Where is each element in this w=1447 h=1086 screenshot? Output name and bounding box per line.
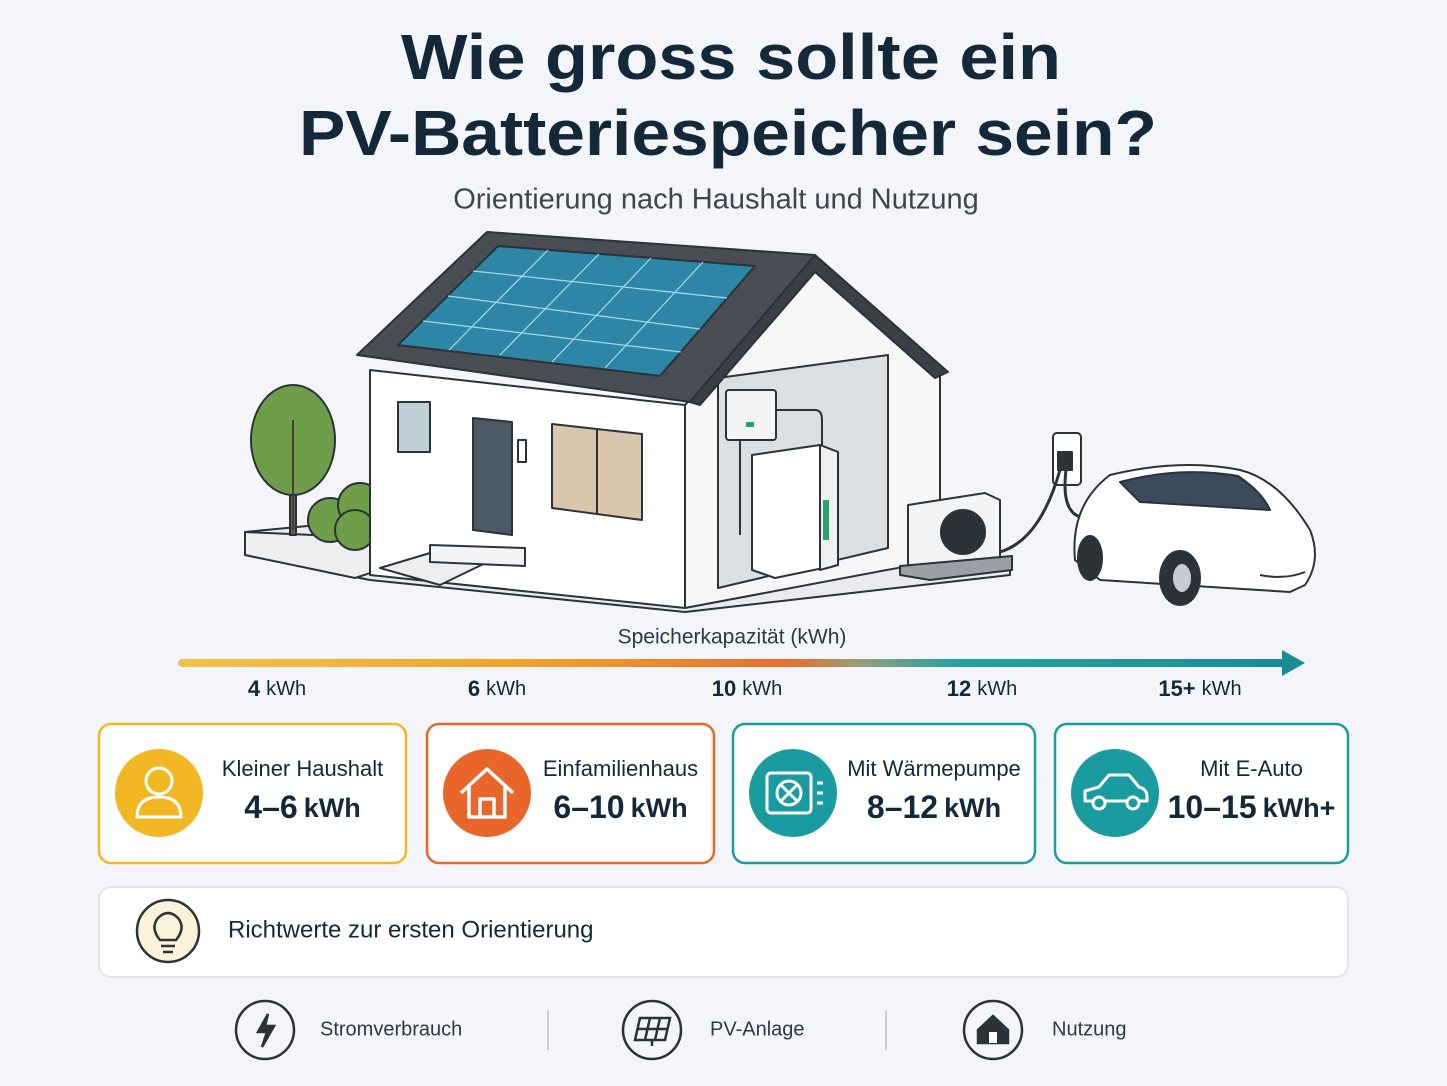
tick-number: 10 (712, 676, 736, 701)
card-icon (1071, 749, 1159, 837)
icon-glyph (135, 795, 183, 819)
card-label: Kleiner Haushalt (222, 756, 383, 781)
scale-tick: 10 kWh (712, 676, 782, 701)
card-label: Einfamilienhaus (543, 756, 698, 781)
scale-tick: 4 kWh (248, 676, 306, 701)
card-range: 4–6 (244, 789, 297, 825)
scale-tick: 6 kWh (468, 676, 526, 701)
footer-label: Stromverbrauch (320, 1018, 462, 1040)
title-line: Wie gross sollte ein (401, 21, 1061, 93)
card-value: 4–6 kWh (244, 789, 360, 825)
tick-unit: kWh (977, 678, 1017, 700)
icon-glyph (1083, 773, 1149, 803)
card-unit: kWh (304, 793, 361, 823)
size-card: Mit Wärmepumpe 8–12 kWh (731, 722, 1037, 865)
scale-bar (178, 659, 1286, 667)
title-line: PV-Batteriespeicher sein? (299, 97, 1157, 169)
card-range: 6–10 (553, 789, 624, 825)
size-card: Mit E-Auto 10–15 kWh+ (1053, 722, 1350, 865)
card-range: 8–12 (867, 789, 938, 825)
size-card: Kleiner Haushalt 4–6 kWh (97, 722, 408, 865)
card-unit: kWh (631, 793, 688, 823)
scale-label: Speicherkapazität (kWh) (618, 626, 847, 649)
card-label: Mit E-Auto (1200, 756, 1303, 781)
footer-label: PV-Anlage (710, 1018, 805, 1040)
icon-glyph (779, 781, 823, 805)
icon-glyph (1125, 795, 1141, 811)
footer-icons (234, 999, 1024, 1061)
card-icon (443, 749, 531, 837)
icon-glyph (1091, 795, 1107, 811)
icon-glyph (459, 767, 515, 819)
tick-unit: kWh (1202, 678, 1242, 700)
scale-arrow (1282, 650, 1305, 676)
scale-tick: 15+ kWh (1158, 676, 1241, 701)
card-label: Mit Wärmepumpe (847, 756, 1021, 781)
note-box (98, 886, 1349, 978)
tick-number: 12 (947, 676, 971, 701)
icon-glyph (765, 771, 813, 815)
card-value: 8–12 kWh (867, 789, 1001, 825)
scale-tick: 12 kWh (947, 676, 1017, 701)
card-unit: kWh (944, 793, 1001, 823)
icon-glyph (775, 779, 803, 807)
icon-glyph (144, 766, 174, 796)
footer-label: Nutzung (1052, 1018, 1127, 1040)
tick-number: 15+ (1158, 676, 1195, 701)
tick-number: 4 (248, 676, 261, 701)
bulb-icon (135, 898, 201, 964)
card-unit: kWh+ (1263, 793, 1336, 823)
card-value: 10–15 kWh+ (1168, 789, 1336, 825)
tick-number: 6 (468, 676, 480, 701)
tick-unit: kWh (742, 678, 782, 700)
tick-unit: kWh (486, 678, 526, 700)
subtitle: Orientierung nach Haushalt und Nutzung (453, 184, 979, 216)
card-value: 6–10 kWh (553, 789, 687, 825)
card-range: 10–15 (1168, 789, 1257, 825)
note-text: Richtwerte zur ersten Orientierung (228, 916, 593, 943)
size-card: Einfamilienhaus 6–10 kWh (425, 722, 716, 865)
house-illustration (244, 231, 1316, 613)
tick-unit: kWh (266, 678, 306, 700)
card-icon (749, 749, 837, 837)
